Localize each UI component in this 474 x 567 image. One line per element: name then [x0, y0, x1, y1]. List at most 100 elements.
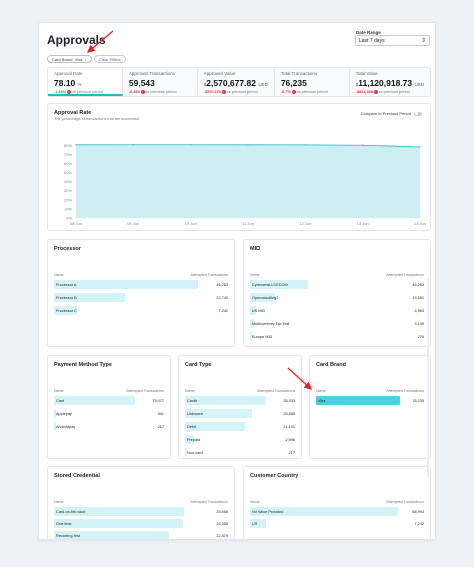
- x-tick-label: 09 Jun: [127, 221, 139, 226]
- col-attempted: Attempted Transactions: [190, 500, 228, 504]
- row-bar: [250, 306, 257, 315]
- x-tick-label: 13 Jun: [357, 221, 369, 226]
- compare-label: Compare to Previous Period: [360, 111, 411, 116]
- col-name: Name: [185, 389, 195, 393]
- table-header: Name Attempted Transactions: [54, 500, 228, 504]
- date-range-label: Date Range: [356, 30, 381, 35]
- table-row[interactable]: Debit 21,101: [185, 422, 295, 431]
- data-point: [190, 144, 192, 146]
- table-row[interactable]: CyrenomsLLCECOM 46,263: [250, 280, 424, 289]
- alert-icon: !: [221, 90, 226, 94]
- table-row[interactable]: Recurring-first 22,579: [54, 531, 228, 539]
- table-row[interactable]: Processor B 22,740: [54, 293, 228, 302]
- row-value: 75,077: [152, 398, 164, 403]
- kpi-value: 78.10 %: [54, 78, 82, 88]
- kpi-tab-1[interactable]: Approved Transactions 59,543 -0,438! vs pr…: [123, 68, 198, 96]
- row-value: 25,355: [216, 521, 228, 526]
- col-name: Name: [54, 389, 64, 393]
- alert-icon: !: [140, 90, 145, 94]
- y-tick-label: 30%: [64, 188, 72, 193]
- data-point: [419, 146, 421, 148]
- x-tick-label: 11 Jun: [242, 221, 254, 226]
- alert-icon: !: [67, 90, 72, 94]
- table-row[interactable]: Non-card 217: [185, 448, 295, 457]
- row-value: 7,242: [218, 308, 228, 313]
- table-row[interactable]: Prepaid 2,996: [185, 435, 295, 444]
- table-row[interactable]: Processor A 46,263: [54, 280, 228, 289]
- table-row[interactable]: One-time 25,355: [54, 519, 228, 528]
- table-row[interactable]: US 7,242: [250, 519, 424, 528]
- row-value: 3,149: [414, 321, 424, 326]
- card-title: Card Brand: [316, 362, 346, 368]
- scrollbar[interactable]: [427, 278, 429, 478]
- row-bar: [185, 409, 253, 418]
- row-name: Applepay: [56, 411, 72, 416]
- col-name: Name: [316, 389, 326, 393]
- payment-method-card: Payment Method Type Name Attempted Transac…: [47, 355, 171, 459]
- close-icon[interactable]: ×: [84, 57, 87, 62]
- table-row[interactable]: Card 75,077: [54, 396, 164, 405]
- approval-rate-title: Approval Rate: [54, 110, 92, 116]
- y-tick-label: 10%: [64, 206, 72, 211]
- date-range-select[interactable]: Last 7 days ⇕: [355, 35, 430, 46]
- col-name: Name: [54, 500, 64, 504]
- table-row[interactable]: Applepay 941: [54, 409, 164, 418]
- table-row[interactable]: Visa 76,235: [316, 396, 424, 405]
- row-name: Processor C: [56, 308, 77, 313]
- row-value: 21,101: [283, 424, 295, 429]
- row-value: 25,556: [216, 509, 228, 514]
- row-value: 46,263: [412, 282, 424, 287]
- table-row[interactable]: No Value Provided 68,993: [250, 507, 424, 516]
- col-name: Name: [54, 273, 64, 277]
- kpi-value: $2,570,677.82 USD: [203, 78, 268, 88]
- table-row[interactable]: Europe MID 279: [250, 332, 424, 341]
- clear-filters-button[interactable]: Clear Filters: [94, 55, 126, 63]
- table-row[interactable]: Card-on-file-vault 25,556: [54, 507, 228, 516]
- kpi-tab-2[interactable]: Approved Value $2,570,677.82 USD -$570,153…: [198, 68, 275, 96]
- kpi-tab-0[interactable]: Approval Rate 78.10 % -1.48%! vs previous p…: [48, 68, 123, 96]
- approval-rate-subtitle: The percentage of transactions that are …: [54, 117, 141, 121]
- table-row[interactable]: Unknown 23,589: [185, 409, 295, 418]
- area-fill: [76, 144, 420, 218]
- table-row[interactable]: Androidpay 217: [54, 422, 164, 431]
- date-range-value: Last 7 days: [359, 38, 385, 44]
- kpi-tab-3[interactable]: Total Transactions 76,235 -6.7%! vs previo…: [275, 68, 350, 96]
- filter-pill-card-brand[interactable]: Card Brand: Visa ×: [47, 55, 92, 63]
- y-tick-label: 70%: [64, 152, 72, 157]
- kpi-delta: -0,438! vs previous period: [128, 90, 177, 94]
- table-row[interactable]: Credit 28,333: [185, 396, 295, 405]
- kpi-tab-4[interactable]: Total Value $11,120,918.73 USD -$821,488! v…: [350, 68, 430, 96]
- row-value: 279: [417, 334, 424, 339]
- table-row[interactable]: Multicurrency Eur Test 3,149: [250, 319, 424, 328]
- x-tick-label: 14 Jun: [414, 221, 426, 226]
- compare-toggle[interactable]: [414, 111, 422, 116]
- row-name: Debit: [187, 424, 196, 429]
- card-title: MID: [250, 246, 261, 252]
- table-header: Name Attempted Transactions: [54, 389, 164, 393]
- row-bar: [54, 396, 135, 405]
- kpi-delta: -$570,153! vs previous period: [203, 90, 258, 94]
- row-value: 68,993: [412, 509, 424, 514]
- kpi-label: Approved Transactions: [128, 71, 175, 76]
- row-name: Processor A: [56, 282, 77, 287]
- row-value: 217: [288, 450, 295, 455]
- row-bar: [54, 293, 125, 302]
- row-bar: [316, 396, 400, 405]
- table-row[interactable]: Opeconsulting2 19,591: [250, 293, 424, 302]
- approval-rate-chart: 0% 10% 20% 30% 40% 50% 60% 70% 80% 08 Jun 09 Jun 10…: [64, 143, 426, 226]
- table-row[interactable]: US MID 4,963: [250, 306, 424, 315]
- kpi-tabs: Approval Rate 78.10 % -1.48%! vs previous p…: [47, 67, 431, 97]
- card-title: Card Type: [185, 362, 212, 368]
- alert-icon: !: [373, 90, 378, 94]
- row-name: Card: [56, 398, 65, 403]
- page-title: Approvals: [47, 33, 106, 47]
- row-bar: [250, 519, 266, 528]
- compare-toggle-wrap[interactable]: Compare to Previous Period: [361, 111, 422, 116]
- table-row[interactable]: Processor C 7,242: [54, 306, 228, 315]
- table-header: Name Attempted Transactions: [316, 389, 424, 393]
- row-bar: [250, 280, 309, 289]
- card-title: Payment Method Type: [54, 362, 112, 368]
- table-header: Name Attempted Transactions: [54, 273, 228, 277]
- data-point: [304, 144, 306, 146]
- row-value: 76,235: [412, 398, 424, 403]
